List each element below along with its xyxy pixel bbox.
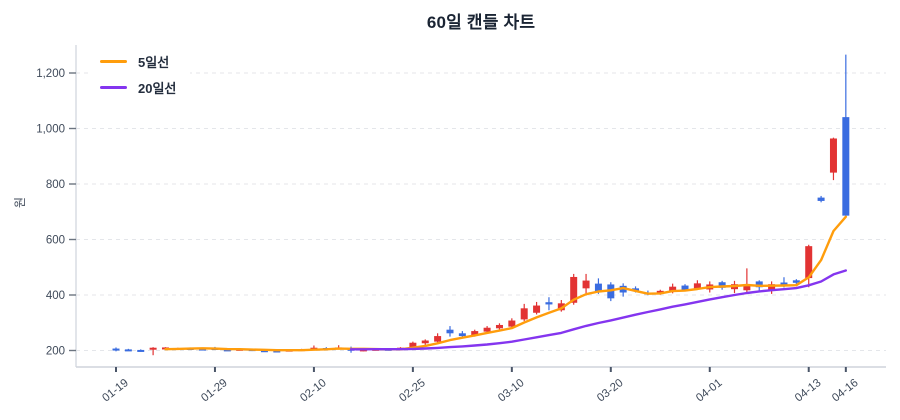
- legend-item-ma20: 20일선: [100, 78, 176, 97]
- candle-body: [768, 284, 776, 290]
- y-axis-title: 원: [13, 196, 28, 209]
- ma20-line: [349, 269, 847, 351]
- candle-body: [273, 350, 281, 353]
- x-tick-label: 02-10: [298, 377, 329, 405]
- candle-body: [743, 285, 751, 291]
- candle-body: [805, 246, 813, 279]
- x-tick-label: 02-25: [397, 377, 428, 405]
- candle-body: [557, 303, 565, 311]
- candle-body: [149, 347, 157, 350]
- candle-body: [495, 324, 503, 329]
- x-tick-label: 04-01: [694, 377, 725, 405]
- candle-body: [508, 320, 516, 327]
- candle-body: [829, 138, 837, 173]
- chart-legend: 5일선 20일선: [88, 46, 191, 103]
- candle-body: [434, 336, 442, 342]
- candle-body: [471, 331, 479, 336]
- candle-body: [124, 349, 132, 352]
- candle-body: [681, 285, 689, 291]
- candle-body: [446, 329, 454, 334]
- x-tick-label: 01-19: [100, 377, 131, 405]
- chart-title: 60일 캔들 차트: [426, 13, 536, 32]
- legend-label-ma5: 5일선: [138, 55, 170, 70]
- y-tick-label: 800: [46, 179, 65, 191]
- ma20-line-swatch: [100, 85, 127, 90]
- x-tick-label: 04-13: [793, 377, 824, 405]
- candle-body: [693, 283, 701, 289]
- candle-body: [669, 286, 677, 292]
- candle-body: [582, 280, 590, 289]
- candle-body: [594, 283, 602, 293]
- candle-body: [792, 280, 800, 283]
- x-tick-label: 03-10: [496, 377, 527, 405]
- candle-body: [137, 349, 145, 352]
- candle-body: [842, 117, 850, 216]
- candle-body: [570, 276, 578, 303]
- candle-body: [409, 342, 417, 348]
- candle-body: [483, 327, 491, 332]
- candle-body: [260, 350, 268, 353]
- candle-body: [817, 197, 825, 201]
- x-tick-label: 03-20: [595, 377, 626, 405]
- candle-body: [199, 348, 207, 351]
- ma5-line-swatch: [100, 59, 127, 64]
- y-tick-label: 200: [46, 346, 65, 358]
- x-tick-label: 04-16: [830, 377, 861, 405]
- candle-body: [458, 333, 466, 337]
- x-tick-label: 01-29: [199, 377, 230, 405]
- legend-item-ma5: 5일선: [100, 52, 176, 71]
- candle-body: [718, 282, 726, 288]
- legend-label-ma20: 20일선: [138, 81, 177, 96]
- y-tick-label: 1,000: [36, 124, 65, 136]
- candle-body: [223, 349, 231, 352]
- candle-body: [545, 302, 553, 305]
- candle-body: [421, 340, 429, 344]
- y-tick-label: 600: [46, 235, 65, 247]
- candle-body: [533, 305, 541, 313]
- candle-body: [112, 348, 120, 351]
- candle-body: [755, 281, 763, 288]
- ma5-line: [164, 215, 847, 352]
- candle-body: [520, 308, 528, 320]
- y-tick-label: 1,200: [36, 68, 65, 80]
- y-tick-label: 400: [46, 290, 65, 302]
